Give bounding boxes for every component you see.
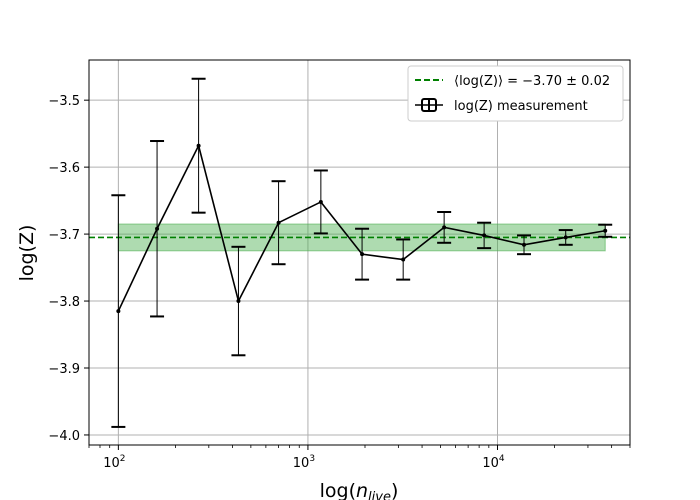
x-axis-label: log(nlive) [320,480,399,500]
y-axis-label: log(Z) [16,225,38,282]
x-tick-label: 104 [482,454,505,471]
y-tick-label: −3.8 [48,295,80,310]
series-group [111,77,613,428]
x-ticks: 102 103 104 [88,445,631,471]
data-point [563,235,568,240]
y-tick-label: −3.6 [48,161,80,176]
data-point [155,226,160,231]
legend: ⟨log(Z)⟩ = −3.70 ± 0.02 log(Z) measureme… [407,65,624,122]
x-tick-label: 103 [293,454,315,471]
y-tick-label: −3.5 [48,94,80,109]
y-ticks: −4.0 −3.9 −3.8 −3.7 −3.6 −3.5 [48,94,89,444]
y-tick-label: −3.9 [48,362,80,377]
data-point [318,199,323,204]
grid [89,60,630,445]
legend-mean-label: ⟨log(Z)⟩ = −3.70 ± 0.02 [454,74,610,89]
data-point [482,233,487,238]
plot-frame [88,59,631,446]
legend-series-label: log(Z) measurement [454,99,588,114]
data-point [196,143,201,148]
data-point [360,252,365,257]
data-point [236,299,241,304]
data-point [442,225,447,230]
plot-area-background [89,60,630,445]
x-tick-label: 102 [103,454,125,471]
data-point [401,257,406,262]
data-point [522,242,527,247]
legend-box [407,65,624,122]
data-point [116,309,121,314]
data-point [276,220,281,225]
data-point [603,228,608,233]
y-tick-label: −3.7 [48,228,80,243]
y-tick-label: −4.0 [48,429,80,444]
